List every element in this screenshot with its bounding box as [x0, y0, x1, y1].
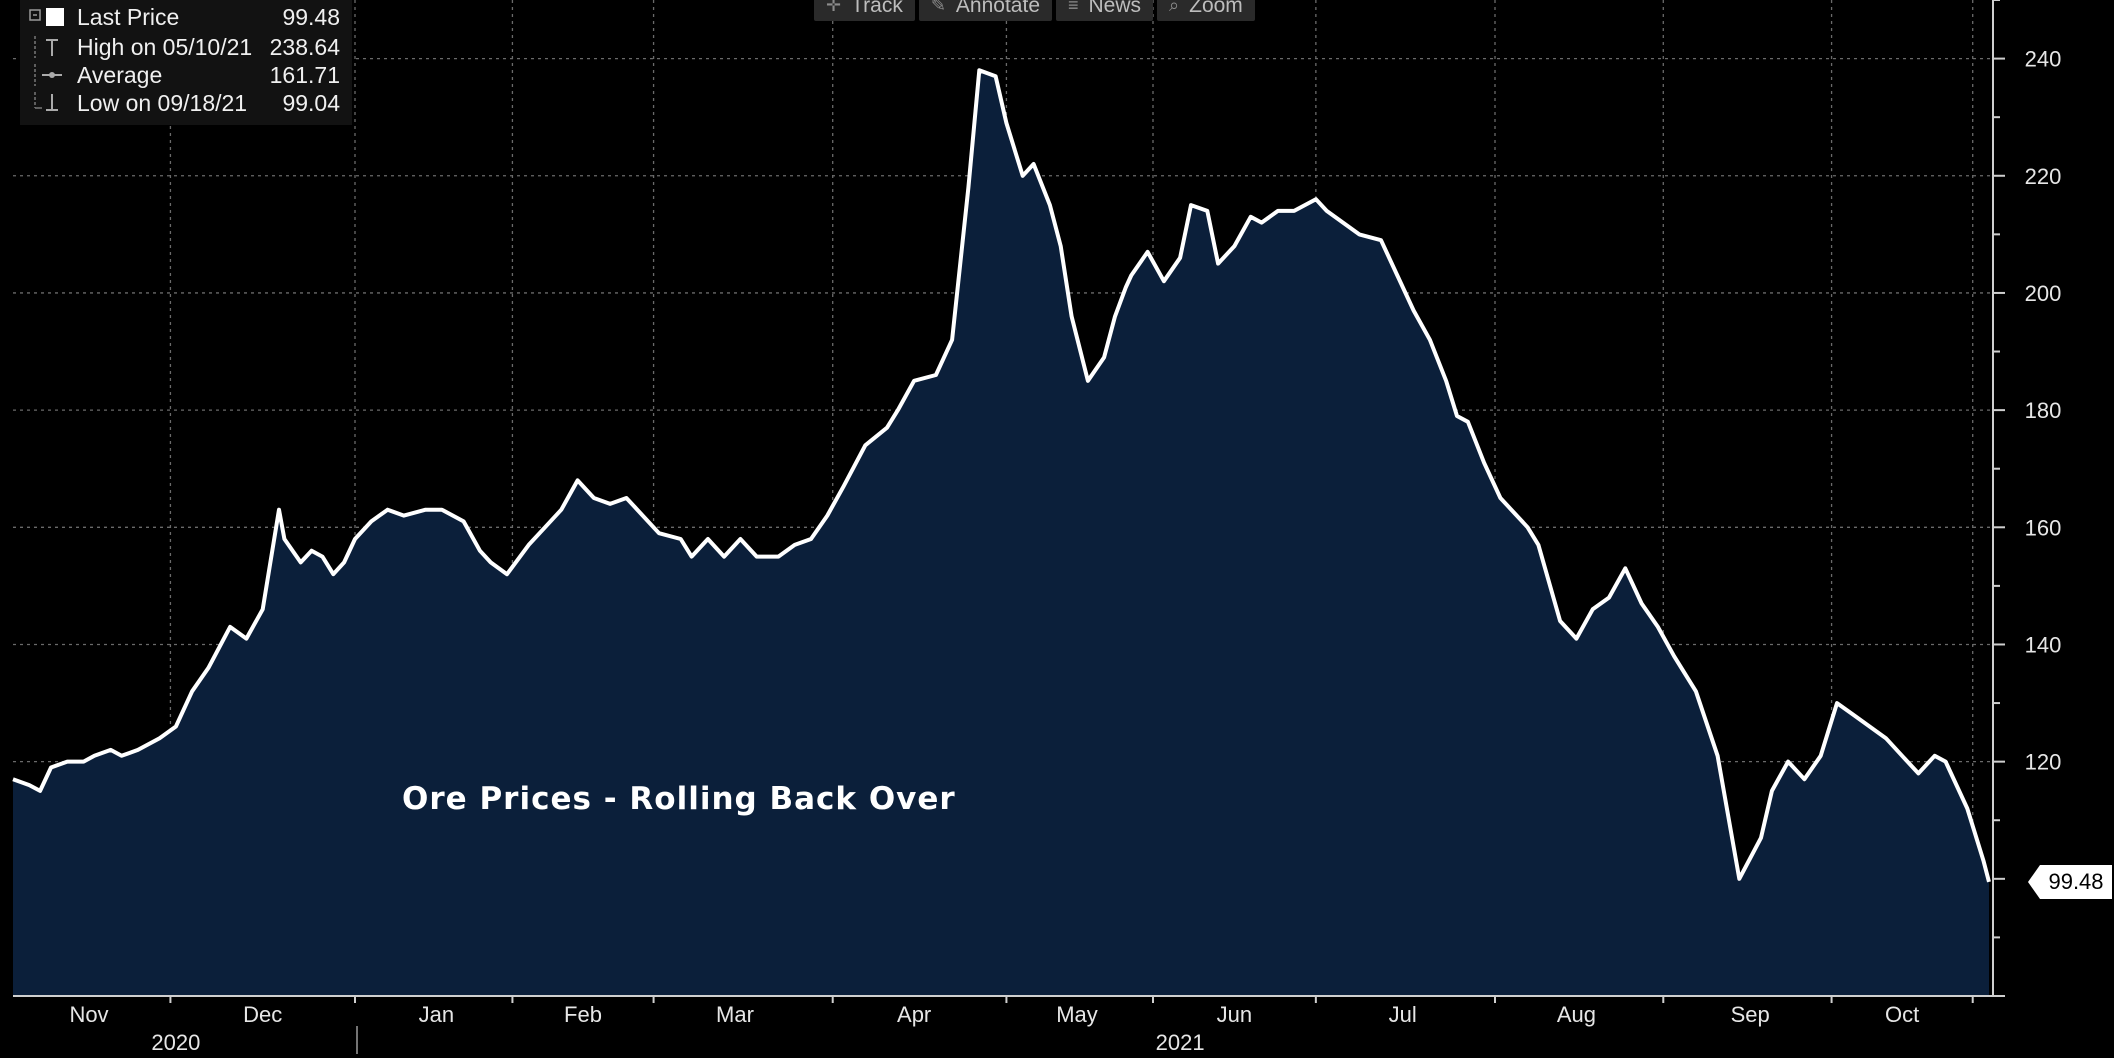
x-month-label: Dec — [243, 1002, 282, 1027]
chart-toolbar: ✛ Track ✎ Annotate ≡ News ⌕ Zoom — [814, 0, 1255, 21]
legend-low-value: 99.04 — [282, 90, 340, 116]
y-tick-label: 200 — [2025, 281, 2062, 306]
last-price-tag: 99.48 — [2028, 865, 2112, 899]
legend-last-price-value: 99.48 — [282, 4, 340, 30]
legend-row-low: Low on 09/18/21 99.04 — [20, 88, 352, 116]
track-button[interactable]: ✛ Track — [814, 0, 915, 21]
zoom-button[interactable]: ⌕ Zoom — [1157, 0, 1255, 21]
x-month-label: Oct — [1885, 1002, 1919, 1027]
news-label: News — [1088, 0, 1142, 17]
x-axis-ticks: Nov Dec Jan Feb Mar Apr May Jun Jul Aug Sep Oct 2020… — [69, 996, 1974, 1055]
average-marker-icon — [28, 64, 68, 86]
legend-low-label: Low on 09/18/21 — [77, 90, 248, 116]
legend-last-price-label: Last Price — [77, 4, 180, 30]
y-tick-label: 240 — [2025, 47, 2062, 72]
legend-average-label: Average — [77, 62, 163, 88]
y-tick-label: 140 — [2025, 632, 2062, 657]
x-month-label: Nov — [69, 1002, 108, 1027]
zoom-label: Zoom — [1189, 0, 1243, 17]
chart-annotation: Ore Prices - Rolling Back Over — [402, 781, 956, 817]
x-month-label: Jul — [1389, 1002, 1417, 1027]
y-tick-label: 160 — [2025, 515, 2062, 540]
annotate-label: Annotate — [955, 0, 1040, 17]
x-month-label: Aug — [1557, 1002, 1596, 1027]
x-month-label: Feb — [564, 1002, 602, 1027]
low-marker-icon — [28, 92, 68, 114]
high-marker-icon — [28, 36, 68, 58]
y-tick-label: 120 — [2025, 750, 2062, 775]
x-month-label: Mar — [716, 1002, 754, 1027]
pencil-icon: ✎ — [930, 0, 946, 15]
news-button[interactable]: ≡ News — [1056, 0, 1154, 21]
x-month-label: Jan — [419, 1002, 454, 1027]
x-year-label: 2020 — [151, 1030, 200, 1055]
legend-high-label: High on 05/10/21 — [77, 34, 253, 60]
y-axis-ticks: 120 140 160 180 200 220 240 — [1993, 0, 2062, 997]
y-tick-label: 220 — [2025, 164, 2062, 189]
y-tick-label: 180 — [2025, 398, 2062, 423]
price-series-line — [12, 68, 1991, 883]
list-icon: ≡ — [1068, 0, 1079, 15]
x-month-label: Jun — [1217, 1002, 1252, 1027]
legend-high-value: 238.64 — [269, 34, 340, 60]
legend-row-last-price[interactable]: Last Price 99.48 — [20, 2, 352, 30]
legend-row-high: High on 05/10/21 238.64 — [20, 32, 352, 60]
annotate-button[interactable]: ✎ Annotate — [918, 0, 1052, 21]
legend-row-average: Average 161.71 — [20, 60, 352, 88]
x-month-label: Apr — [897, 1002, 931, 1027]
crosshair-icon: ✛ — [826, 0, 842, 15]
x-month-label: Sep — [1731, 1002, 1770, 1027]
legend-last-price-icon — [28, 6, 68, 28]
chart-legend: Last Price 99.48 High on 05/10/21 238.64… — [20, 0, 352, 125]
track-label: Track — [851, 0, 903, 17]
magnifier-icon: ⌕ — [1169, 0, 1180, 15]
price-area-fill — [13, 70, 1989, 997]
x-year-label: 2021 — [1156, 1030, 1205, 1055]
legend-average-value: 161.71 — [269, 62, 340, 88]
x-month-label: May — [1056, 1002, 1098, 1027]
